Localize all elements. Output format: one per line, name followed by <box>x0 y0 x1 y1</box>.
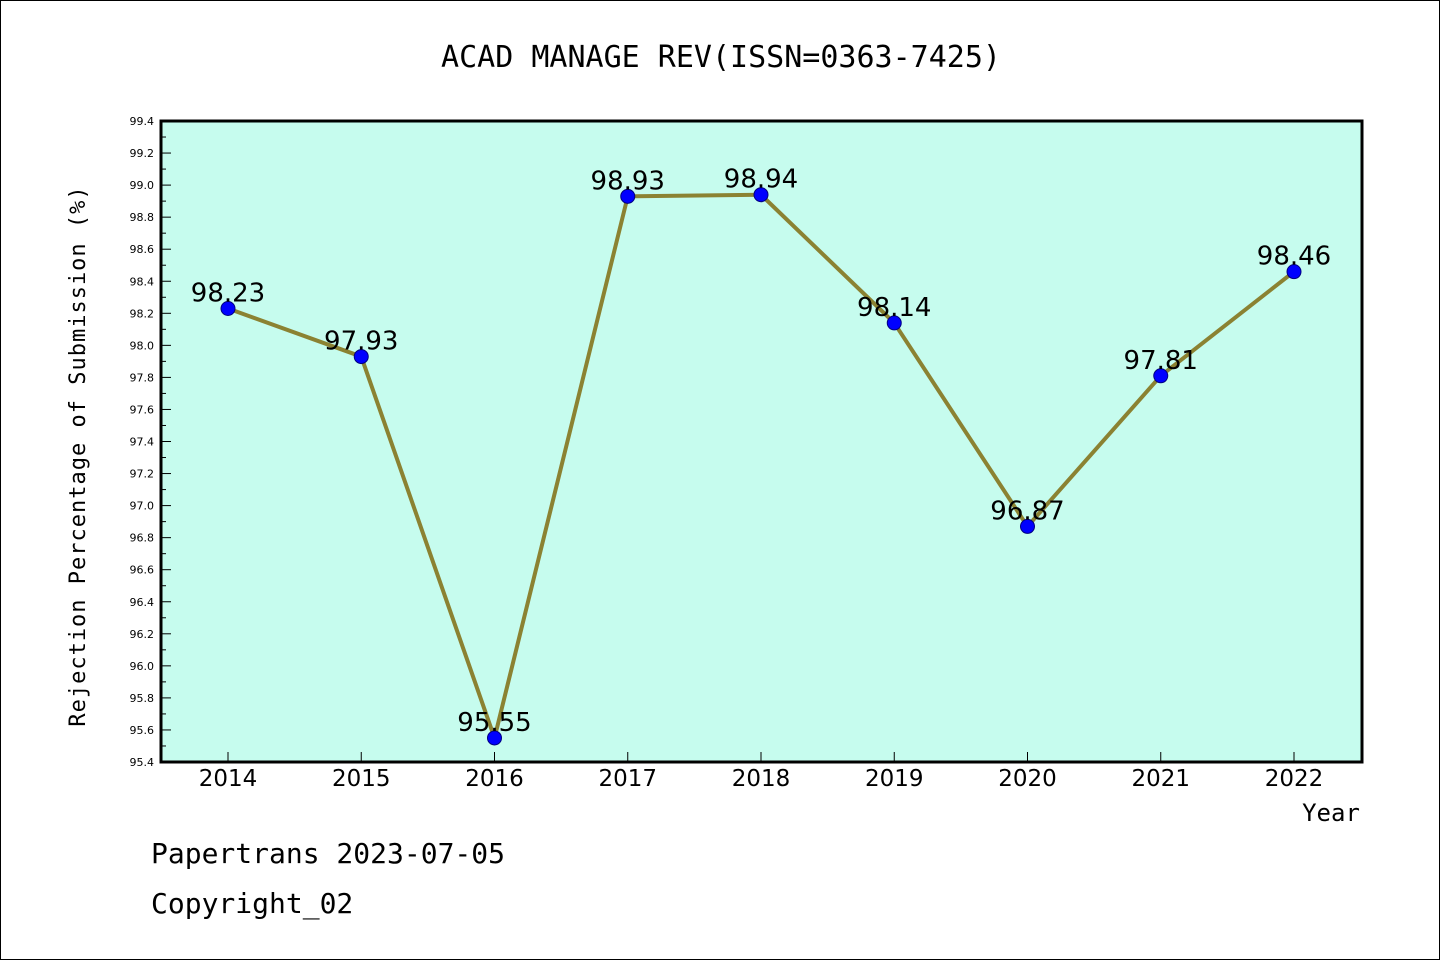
x-tick-label: 2016 <box>465 766 524 792</box>
y-tick-label: 96.2 <box>130 628 155 641</box>
y-tick-label: 98.6 <box>130 243 155 256</box>
y-tick-label: 97.6 <box>130 403 155 416</box>
y-tick-label: 96.8 <box>130 532 155 545</box>
y-tick-label: 95.4 <box>130 756 155 769</box>
data-label: 98.46 <box>1257 242 1331 272</box>
y-axis-ticks: 95.4 95.6 95.8 96.0 96.2 96.4 96.6 96.8 97.0 97.2… <box>130 115 171 769</box>
data-label: 97.81 <box>1124 346 1198 376</box>
x-tick-label: 2018 <box>732 766 791 792</box>
y-tick-label: 97.0 <box>130 500 155 513</box>
x-tick-label: 2017 <box>598 766 657 792</box>
data-label: 97.93 <box>324 327 398 357</box>
data-point <box>886 315 902 331</box>
y-tick-label: 97.8 <box>130 371 155 384</box>
data-label: 96.87 <box>990 496 1064 526</box>
x-axis-ticks: 2014 2015 2016 2017 2018 2019 2020 2021 2022 <box>199 752 1324 792</box>
y-tick-label: 96.4 <box>130 596 155 609</box>
plot-area <box>159 119 1364 764</box>
x-axis-label: Year <box>1302 799 1360 827</box>
data-labels-group: 98.23 97.93 95.55 98.93 98.94 98.14 96.87 97.81… <box>191 165 1331 738</box>
x-tick-label: 2019 <box>865 766 924 792</box>
data-point <box>620 188 636 204</box>
data-point <box>487 730 502 746</box>
y-tick-label: 96.6 <box>130 564 155 577</box>
y-tick-label: 97.2 <box>130 468 155 481</box>
x-tick-label: 2015 <box>332 766 391 792</box>
y-tick-label: 98.8 <box>130 211 155 224</box>
data-point <box>1020 518 1035 534</box>
y-tick-label: 99.0 <box>130 179 155 192</box>
y-tick-label: 99.2 <box>130 147 155 160</box>
data-point <box>353 349 369 365</box>
x-tick-label: 2020 <box>998 766 1057 792</box>
data-point <box>1153 368 1169 384</box>
footer-date-text: Papertrans 2023-07-05 <box>151 837 506 870</box>
data-label: 95.55 <box>457 708 531 738</box>
y-tick-label: 97.4 <box>130 436 155 449</box>
data-point <box>220 300 236 316</box>
y-tick-label: 98.0 <box>130 339 155 352</box>
data-point <box>1286 264 1302 280</box>
y-tick-label: 98.2 <box>130 307 155 320</box>
y-tick-label: 98.4 <box>130 275 155 288</box>
x-tick-label: 2021 <box>1131 766 1190 792</box>
y-tick-label: 95.8 <box>130 692 155 705</box>
data-point <box>753 187 769 203</box>
y-axis-label: Rejection Percentage of Submission (%) <box>66 185 91 726</box>
y-tick-label: 96.0 <box>130 660 155 673</box>
y-tick-label: 99.4 <box>130 115 155 128</box>
y-tick-label: 95.6 <box>130 724 155 737</box>
data-label: 98.14 <box>857 293 931 323</box>
data-label: 98.23 <box>191 278 265 308</box>
data-label: 98.94 <box>724 165 798 195</box>
footer-copyright-text: Copyright_02 <box>151 887 354 920</box>
data-label: 98.93 <box>591 166 665 196</box>
chart-title: ACAD MANAGE REV(ISSN=0363-7425) <box>441 40 1001 75</box>
series-points-group <box>220 187 1302 746</box>
x-tick-label: 2014 <box>199 766 258 792</box>
x-tick-label: 2022 <box>1265 766 1324 792</box>
